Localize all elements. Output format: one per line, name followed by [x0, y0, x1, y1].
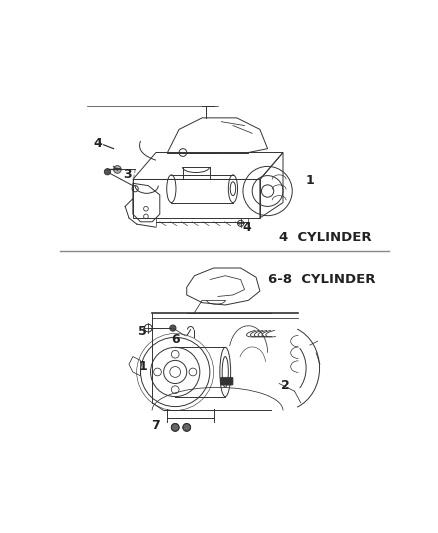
- Text: 6: 6: [171, 333, 180, 346]
- Text: 3: 3: [123, 167, 132, 181]
- Text: 2: 2: [281, 379, 290, 392]
- Text: 1: 1: [138, 360, 147, 373]
- Text: 4  CYLINDER: 4 CYLINDER: [279, 231, 372, 244]
- Circle shape: [113, 166, 121, 173]
- Circle shape: [170, 325, 176, 331]
- FancyBboxPatch shape: [221, 377, 233, 385]
- Text: 4: 4: [94, 137, 102, 150]
- Circle shape: [183, 424, 191, 431]
- Text: 1: 1: [306, 174, 314, 188]
- Circle shape: [171, 424, 179, 431]
- Circle shape: [104, 168, 110, 175]
- Text: 5: 5: [138, 325, 146, 337]
- Text: 6-8  CYLINDER: 6-8 CYLINDER: [268, 273, 375, 286]
- Text: 4: 4: [242, 222, 251, 235]
- Text: 7: 7: [152, 419, 160, 432]
